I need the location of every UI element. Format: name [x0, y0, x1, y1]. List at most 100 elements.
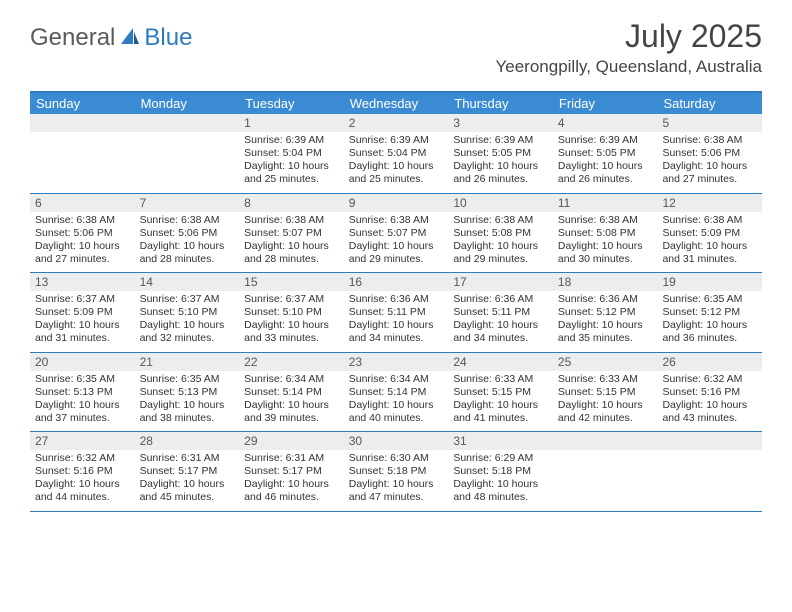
daylight-text: Daylight: 10 hours and 45 minutes.: [140, 478, 236, 504]
sunrise-text: Sunrise: 6:32 AM: [662, 373, 758, 386]
sunset-text: Sunset: 5:09 PM: [35, 306, 131, 319]
day-cell: 21Sunrise: 6:35 AMSunset: 5:13 PMDayligh…: [135, 353, 240, 432]
sunset-text: Sunset: 5:05 PM: [453, 147, 549, 160]
day-body: Sunrise: 6:32 AMSunset: 5:16 PMDaylight:…: [30, 450, 135, 511]
day-number: 21: [135, 353, 240, 371]
day-body: Sunrise: 6:36 AMSunset: 5:11 PMDaylight:…: [344, 291, 449, 352]
daylight-text: Daylight: 10 hours and 34 minutes.: [453, 319, 549, 345]
week-row: 13Sunrise: 6:37 AMSunset: 5:09 PMDayligh…: [30, 273, 762, 353]
daylight-text: Daylight: 10 hours and 25 minutes.: [349, 160, 445, 186]
sunrise-text: Sunrise: 6:37 AM: [35, 293, 131, 306]
day-cell: [657, 432, 762, 511]
week-row: 1Sunrise: 6:39 AMSunset: 5:04 PMDaylight…: [30, 114, 762, 194]
day-body: Sunrise: 6:29 AMSunset: 5:18 PMDaylight:…: [448, 450, 553, 511]
sunrise-text: Sunrise: 6:38 AM: [453, 214, 549, 227]
day-number: 29: [239, 432, 344, 450]
dow-cell: Friday: [553, 93, 658, 114]
day-number: 11: [553, 194, 658, 212]
sunset-text: Sunset: 5:09 PM: [662, 227, 758, 240]
day-body: Sunrise: 6:31 AMSunset: 5:17 PMDaylight:…: [135, 450, 240, 511]
daylight-text: Daylight: 10 hours and 26 minutes.: [558, 160, 654, 186]
sunset-text: Sunset: 5:15 PM: [453, 386, 549, 399]
daylight-text: Daylight: 10 hours and 31 minutes.: [662, 240, 758, 266]
day-number: 31: [448, 432, 553, 450]
sunset-text: Sunset: 5:14 PM: [349, 386, 445, 399]
day-number: [135, 114, 240, 132]
daylight-text: Daylight: 10 hours and 26 minutes.: [453, 160, 549, 186]
day-number: 22: [239, 353, 344, 371]
daylight-text: Daylight: 10 hours and 29 minutes.: [349, 240, 445, 266]
day-cell: 17Sunrise: 6:36 AMSunset: 5:11 PMDayligh…: [448, 273, 553, 352]
daylight-text: Daylight: 10 hours and 30 minutes.: [558, 240, 654, 266]
day-body: Sunrise: 6:39 AMSunset: 5:05 PMDaylight:…: [448, 132, 553, 193]
dow-cell: Thursday: [448, 93, 553, 114]
daylight-text: Daylight: 10 hours and 31 minutes.: [35, 319, 131, 345]
daylight-text: Daylight: 10 hours and 27 minutes.: [662, 160, 758, 186]
day-number: 23: [344, 353, 449, 371]
day-number: 26: [657, 353, 762, 371]
day-number: 5: [657, 114, 762, 132]
daylight-text: Daylight: 10 hours and 27 minutes.: [35, 240, 131, 266]
day-number: 16: [344, 273, 449, 291]
sunset-text: Sunset: 5:13 PM: [140, 386, 236, 399]
day-number: [553, 432, 658, 450]
day-cell: 18Sunrise: 6:36 AMSunset: 5:12 PMDayligh…: [553, 273, 658, 352]
day-body: Sunrise: 6:35 AMSunset: 5:13 PMDaylight:…: [135, 371, 240, 432]
day-number: 24: [448, 353, 553, 371]
sunset-text: Sunset: 5:07 PM: [349, 227, 445, 240]
sunrise-text: Sunrise: 6:39 AM: [453, 134, 549, 147]
sunset-text: Sunset: 5:11 PM: [453, 306, 549, 319]
sunrise-text: Sunrise: 6:37 AM: [244, 293, 340, 306]
day-cell: 15Sunrise: 6:37 AMSunset: 5:10 PMDayligh…: [239, 273, 344, 352]
daylight-text: Daylight: 10 hours and 37 minutes.: [35, 399, 131, 425]
sunset-text: Sunset: 5:16 PM: [35, 465, 131, 478]
day-number: 9: [344, 194, 449, 212]
sunrise-text: Sunrise: 6:34 AM: [244, 373, 340, 386]
day-number: 28: [135, 432, 240, 450]
sunrise-text: Sunrise: 6:34 AM: [349, 373, 445, 386]
day-cell: 5Sunrise: 6:38 AMSunset: 5:06 PMDaylight…: [657, 114, 762, 193]
day-cell: 29Sunrise: 6:31 AMSunset: 5:17 PMDayligh…: [239, 432, 344, 511]
sunset-text: Sunset: 5:17 PM: [244, 465, 340, 478]
day-number: 1: [239, 114, 344, 132]
day-cell: 4Sunrise: 6:39 AMSunset: 5:05 PMDaylight…: [553, 114, 658, 193]
day-cell: 19Sunrise: 6:35 AMSunset: 5:12 PMDayligh…: [657, 273, 762, 352]
day-number: 14: [135, 273, 240, 291]
sunrise-text: Sunrise: 6:36 AM: [349, 293, 445, 306]
day-body: Sunrise: 6:32 AMSunset: 5:16 PMDaylight:…: [657, 371, 762, 432]
day-number: 8: [239, 194, 344, 212]
day-cell: 24Sunrise: 6:33 AMSunset: 5:15 PMDayligh…: [448, 353, 553, 432]
sunrise-text: Sunrise: 6:35 AM: [35, 373, 131, 386]
sunset-text: Sunset: 5:04 PM: [244, 147, 340, 160]
day-body: Sunrise: 6:39 AMSunset: 5:04 PMDaylight:…: [239, 132, 344, 193]
daylight-text: Daylight: 10 hours and 48 minutes.: [453, 478, 549, 504]
day-body: Sunrise: 6:38 AMSunset: 5:07 PMDaylight:…: [239, 212, 344, 273]
day-body: [30, 132, 135, 190]
day-cell: 2Sunrise: 6:39 AMSunset: 5:04 PMDaylight…: [344, 114, 449, 193]
sunrise-text: Sunrise: 6:33 AM: [453, 373, 549, 386]
day-body: Sunrise: 6:37 AMSunset: 5:10 PMDaylight:…: [239, 291, 344, 352]
brand-text-blue: Blue: [144, 24, 192, 52]
sunset-text: Sunset: 5:08 PM: [558, 227, 654, 240]
sunrise-text: Sunrise: 6:35 AM: [662, 293, 758, 306]
day-cell: 23 Sunrise: 6:34 AMSunset: 5:14 PMDayligh…: [344, 353, 449, 432]
day-body: Sunrise: 6:33 AMSunset: 5:15 PMDaylight:…: [553, 371, 658, 432]
day-cell: 11Sunrise: 6:38 AMSunset: 5:08 PMDayligh…: [553, 194, 658, 273]
sunrise-text: Sunrise: 6:35 AM: [140, 373, 236, 386]
day-body: Sunrise: 6:31 AMSunset: 5:17 PMDaylight:…: [239, 450, 344, 511]
sunset-text: Sunset: 5:06 PM: [35, 227, 131, 240]
sunrise-text: Sunrise: 6:39 AM: [558, 134, 654, 147]
daylight-text: Daylight: 10 hours and 46 minutes.: [244, 478, 340, 504]
day-number: 10: [448, 194, 553, 212]
sunrise-text: Sunrise: 6:38 AM: [244, 214, 340, 227]
daylight-text: Daylight: 10 hours and 40 minutes.: [349, 399, 445, 425]
sunset-text: Sunset: 5:05 PM: [558, 147, 654, 160]
sunrise-text: Sunrise: 6:39 AM: [349, 134, 445, 147]
day-number: 2: [344, 114, 449, 132]
sunset-text: Sunset: 5:08 PM: [453, 227, 549, 240]
sunset-text: Sunset: 5:11 PM: [349, 306, 445, 319]
day-body: Sunrise: 6:38 AMSunset: 5:08 PMDaylight:…: [553, 212, 658, 273]
day-body: Sunrise: 6:39 AMSunset: 5:05 PMDaylight:…: [553, 132, 658, 193]
day-cell: 28Sunrise: 6:31 AMSunset: 5:17 PMDayligh…: [135, 432, 240, 511]
sunrise-text: Sunrise: 6:38 AM: [35, 214, 131, 227]
